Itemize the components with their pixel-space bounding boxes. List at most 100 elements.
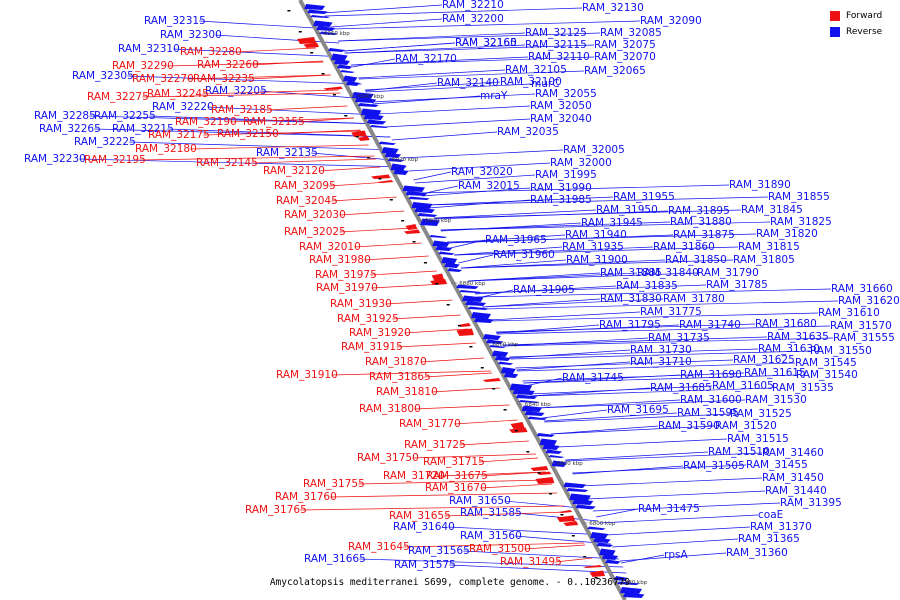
gene-label[interactable]: RAM_31450 <box>762 472 824 484</box>
gene-label[interactable]: RAM_31500 <box>469 543 531 555</box>
gene-label[interactable]: RAM_31560 <box>460 530 522 542</box>
reverse-gene-arrow[interactable] <box>408 196 430 201</box>
reverse-gene-arrow[interactable] <box>485 339 504 345</box>
reverse-gene-arrow[interactable] <box>390 163 407 172</box>
gene-label[interactable]: RAM_31535 <box>772 382 834 394</box>
gene-label[interactable]: RAM_32230 <box>24 153 86 165</box>
gene-label[interactable]: RAM_31525 <box>730 408 792 420</box>
gene-label[interactable]: RAM_32270 <box>132 73 194 85</box>
gene-label[interactable]: RAM_32180 <box>135 143 197 155</box>
reverse-gene-arrow[interactable] <box>319 31 338 36</box>
reverse-gene-arrow[interactable] <box>336 64 353 70</box>
reverse-gene-arrow[interactable] <box>414 207 435 214</box>
reverse-gene-arrow[interactable] <box>316 26 336 31</box>
reverse-gene-arrow[interactable] <box>491 350 509 358</box>
gene-label[interactable]: RAM_32135 <box>256 147 318 159</box>
gene-label[interactable]: RAM_31895 <box>668 205 730 217</box>
gene-label[interactable]: RAM_32015 <box>458 180 520 192</box>
gene-label[interactable]: RAM_31650 <box>449 495 511 507</box>
gene-label[interactable]: RAM_31790 <box>697 267 759 279</box>
gene-label[interactable]: coaE <box>758 509 783 521</box>
gene-label[interactable]: RAM_31750 <box>357 452 419 464</box>
gene-label[interactable]: RAM_31970 <box>316 282 378 294</box>
forward-gene-arrow[interactable] <box>457 323 471 327</box>
reverse-gene-arrow[interactable] <box>482 334 501 340</box>
gene-label[interactable]: RAM_31695 <box>607 404 669 416</box>
gene-label[interactable]: rpsA <box>664 549 688 561</box>
gene-label[interactable]: RAM_31820 <box>756 228 818 240</box>
gene-label[interactable]: RAM_31460 <box>762 447 824 459</box>
gene-label[interactable]: RAM_31605 <box>712 380 774 392</box>
gene-label[interactable]: RAM_32035 <box>497 126 559 138</box>
forward-gene-arrow[interactable] <box>377 180 394 183</box>
reverse-gene-arrow[interactable] <box>563 482 586 489</box>
gene-label[interactable]: RAM_31935 <box>562 241 624 253</box>
gene-label[interactable]: RAM_32005 <box>563 144 625 156</box>
gene-label[interactable]: RAM_31995 <box>535 169 597 181</box>
reverse-gene-arrow[interactable] <box>387 158 404 162</box>
forward-gene-arrow[interactable] <box>530 466 549 471</box>
reverse-gene-arrow[interactable] <box>384 152 402 159</box>
gene-label[interactable]: RAM_31655 <box>389 510 451 522</box>
gene-label[interactable]: RAM_31690 <box>680 369 742 381</box>
gene-label[interactable]: RAM_32275 <box>87 91 149 103</box>
forward-gene-arrow[interactable] <box>510 422 525 429</box>
gene-label[interactable]: RAM_31475 <box>638 503 700 515</box>
gene-label[interactable]: RAM_32255 <box>94 110 156 122</box>
gene-label[interactable]: RAM_32305 <box>72 70 134 82</box>
gene-label[interactable]: RAM_31985 <box>530 194 592 206</box>
gene-label[interactable]: RAM_31945 <box>581 217 643 229</box>
gene-label[interactable]: RAM_32245 <box>147 88 209 100</box>
gene-label[interactable]: RAM_31755 <box>303 478 365 490</box>
reverse-gene-arrow[interactable] <box>602 554 619 560</box>
gene-label[interactable]: RAM_32155 <box>243 116 305 128</box>
gene-label[interactable]: RAM_31495 <box>500 556 562 568</box>
reverse-gene-arrow[interactable] <box>566 488 589 492</box>
gene-label[interactable]: RAM_32040 <box>530 113 592 125</box>
forward-gene-arrow[interactable] <box>558 510 573 513</box>
gene-label[interactable]: RAM_32010 <box>299 241 361 253</box>
gene-label[interactable]: RAM_31595 <box>677 407 739 419</box>
gene-label[interactable]: RAM_32100 <box>500 76 562 88</box>
forward-gene-arrow[interactable] <box>297 37 317 44</box>
reverse-gene-arrow[interactable] <box>596 543 614 547</box>
gene-label[interactable]: RAM_31830 <box>600 293 662 305</box>
gene-label[interactable]: RAM_31980 <box>309 254 371 266</box>
gene-label[interactable]: murC <box>531 78 560 90</box>
gene-label[interactable]: RAM_31555 <box>833 332 895 344</box>
reverse-gene-arrow[interactable] <box>593 537 611 544</box>
reverse-gene-arrow[interactable] <box>307 9 328 15</box>
gene-label[interactable]: RAM_31670 <box>425 482 487 494</box>
gene-label[interactable]: RAM_32175 <box>148 129 210 141</box>
gene-label[interactable]: RAM_31720 <box>383 470 445 482</box>
gene-label[interactable]: RAM_31370 <box>750 521 812 533</box>
gene-label[interactable]: RAM_31850 <box>665 254 727 266</box>
gene-label[interactable]: RAM_31570 <box>830 320 892 332</box>
gene-label[interactable]: RAM_31940 <box>565 229 627 241</box>
reverse-gene-arrow[interactable] <box>342 75 358 83</box>
reverse-gene-arrow[interactable] <box>393 169 409 175</box>
forward-gene-arrow[interactable] <box>403 229 421 235</box>
gene-label[interactable]: RAM_31885 <box>600 267 662 279</box>
reverse-gene-arrow[interactable] <box>605 559 621 565</box>
gene-label[interactable]: RAM_31990 <box>530 182 592 194</box>
gene-label[interactable]: RAM_32315 <box>144 15 206 27</box>
reverse-gene-arrow[interactable] <box>572 499 594 505</box>
reverse-gene-arrow[interactable] <box>465 301 487 306</box>
forward-gene-arrow[interactable] <box>556 515 576 523</box>
forward-gene-arrow[interactable] <box>583 565 603 568</box>
gene-label[interactable]: RAM_31550 <box>810 345 872 357</box>
gene-label[interactable]: RAM_31965 <box>485 234 547 246</box>
gene-label[interactable]: RAM_31920 <box>349 327 411 339</box>
forward-gene-arrow[interactable] <box>357 136 370 141</box>
gene-label[interactable]: RAM_31740 <box>679 319 741 331</box>
gene-label[interactable]: RAM_31765 <box>245 504 307 516</box>
gene-label[interactable]: RAM_32075 <box>594 39 656 51</box>
reverse-gene-arrow[interactable] <box>438 251 455 256</box>
gene-label[interactable]: RAM_32280 <box>180 46 242 58</box>
gene-label[interactable]: RAM_31620 <box>838 295 900 307</box>
forward-gene-arrow[interactable] <box>430 279 448 285</box>
gene-label[interactable]: RAM_31680 <box>755 318 817 330</box>
forward-gene-arrow[interactable] <box>509 427 528 434</box>
reverse-gene-arrow[interactable] <box>497 361 514 366</box>
